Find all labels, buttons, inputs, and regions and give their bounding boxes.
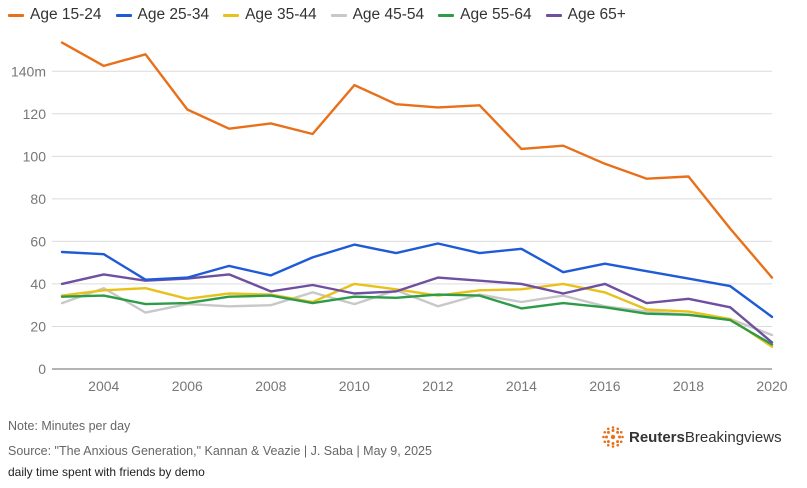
logo-dot <box>602 435 605 439</box>
line-chart: 0 20 40 60 80 100 120 140m 2004 2006 2008 2010 2012 2… <box>11 41 788 394</box>
y-tick-label: 40 <box>30 276 46 292</box>
legend-swatch <box>8 13 24 17</box>
logo-dot <box>611 442 615 445</box>
x-tick-label: 2020 <box>756 378 787 394</box>
y-tick-label: 60 <box>30 233 46 249</box>
logo-dot <box>606 440 610 444</box>
logo-dot <box>611 429 615 432</box>
chart-source: Source: "The Anxious Generation," Kannan… <box>8 444 432 458</box>
logo-dot <box>611 445 615 448</box>
legend-swatch <box>545 13 562 17</box>
logo-dot <box>621 435 624 439</box>
logo-dot <box>603 430 607 434</box>
x-tick-label: 2004 <box>88 378 119 394</box>
legend-label: Age 45-54 <box>352 6 425 23</box>
y-tick-label: 120 <box>23 106 47 122</box>
x-tick-label: 2014 <box>506 378 537 394</box>
logo-dot <box>605 435 608 439</box>
x-tick-label: 2012 <box>422 378 453 394</box>
y-tick-label: 0 <box>38 361 46 377</box>
series-line-age-15-24 <box>60 41 774 279</box>
series-line-age-25-34 <box>60 242 774 319</box>
y-tick-label: 140m <box>11 63 46 79</box>
reuters-logo-icon <box>602 426 624 448</box>
logo-dot <box>610 434 616 440</box>
x-tick-label: 2016 <box>589 378 620 394</box>
logo-dot <box>616 443 620 447</box>
y-tick-label: 80 <box>30 191 46 207</box>
legend-item: Age 65+ <box>545 6 626 24</box>
chart-legend: Age 15-24 Age 25-34 Age 35-44 Age 45-54 Age … <box>8 6 626 24</box>
x-tick-label: 2010 <box>339 378 370 394</box>
logo-dot <box>619 440 623 444</box>
legend-swatch <box>223 13 240 17</box>
series-line-age-55-64 <box>60 293 774 346</box>
logo-dot <box>606 443 610 447</box>
logo-dot <box>611 426 615 429</box>
logo-dot <box>616 440 620 444</box>
chart-note: Note: Minutes per day <box>8 419 131 433</box>
legend-label: Age 25-34 <box>137 6 210 23</box>
logo-dot <box>616 430 620 434</box>
legend-item: Age 35-44 <box>223 6 317 24</box>
legend-item: Age 25-34 <box>115 6 210 24</box>
series-line-age-45-54 <box>60 287 774 337</box>
legend-swatch <box>115 13 132 17</box>
logo-dot <box>618 435 621 439</box>
chart-caption: daily time spent with friends by demo <box>8 465 205 479</box>
brand-name-bold: Reuters <box>629 428 685 446</box>
x-tick-label: 2018 <box>673 378 704 394</box>
legend-label: Age 65+ <box>567 6 626 23</box>
brand-name-regular: Breakingviews <box>684 428 782 446</box>
logo-dot <box>603 440 607 444</box>
legend-item: Age 15-24 <box>8 6 102 24</box>
logo-dot <box>619 430 623 434</box>
y-tick-label: 100 <box>23 148 47 164</box>
legend-label: Age 35-44 <box>245 6 317 23</box>
legend-swatch <box>330 13 347 17</box>
x-tick-label: 2006 <box>172 378 203 394</box>
logo-dot <box>606 430 610 434</box>
reuters-breakingviews-logo: ReutersBreakingviews <box>602 426 782 448</box>
logo-dot <box>616 427 620 431</box>
legend-label: Age 55-64 <box>460 6 532 23</box>
legend-item: Age 45-54 <box>330 6 425 24</box>
x-tick-label: 2008 <box>255 378 286 394</box>
legend-item: Age 55-64 <box>438 6 532 24</box>
y-tick-label: 20 <box>30 318 46 334</box>
legend-swatch <box>438 13 455 17</box>
logo-dot <box>606 427 610 431</box>
series-line-age-35-44 <box>60 282 774 348</box>
legend-label: Age 15-24 <box>30 6 102 23</box>
